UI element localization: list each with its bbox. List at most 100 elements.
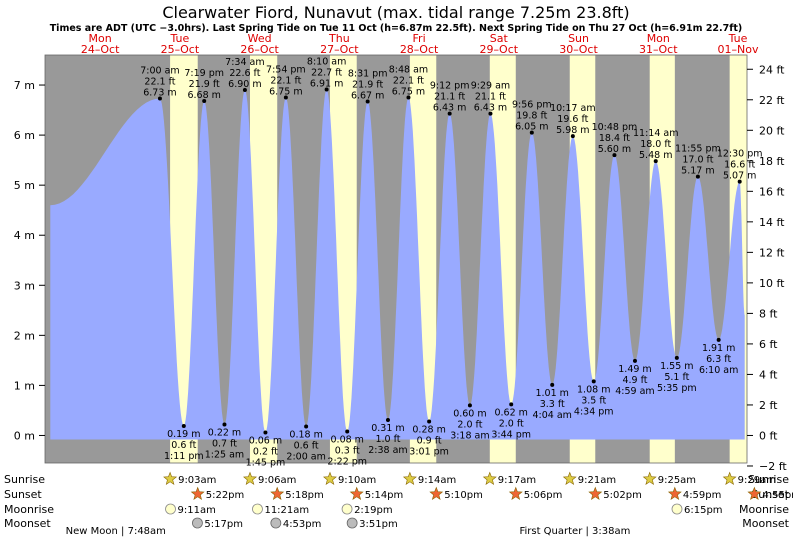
chart-subtitle: Times are ADT (UTC −3.0hrs). Last Spring… bbox=[50, 23, 743, 34]
tide-time: 1:25 am bbox=[205, 449, 244, 460]
tide-height-ft: 0.6 ft bbox=[171, 440, 196, 451]
tide-height-ft: 2.0 ft bbox=[499, 418, 524, 429]
tide-curve bbox=[50, 89, 745, 440]
day-of-week: Wed bbox=[248, 32, 272, 45]
tide-height-m: 6.68 m bbox=[187, 90, 220, 101]
tide-point bbox=[222, 422, 227, 427]
tide-height-ft: 22.7 ft bbox=[311, 68, 342, 79]
tide-point bbox=[488, 111, 493, 116]
sunrise-time: 9:14am bbox=[418, 475, 456, 486]
right-tick-label: 2 ft bbox=[759, 399, 778, 412]
right-tick-label: 22 ft bbox=[759, 94, 785, 107]
tide-height-ft: 18.0 ft bbox=[640, 139, 671, 150]
tide-height-ft: 18.4 ft bbox=[599, 133, 630, 144]
tide-height-m: 6.05 m bbox=[515, 122, 548, 133]
tide-time: 9:12 pm bbox=[430, 81, 470, 92]
sunset-icon bbox=[429, 486, 444, 500]
sunrise-time: 9:10am bbox=[338, 475, 376, 486]
tide-height-ft: 0.9 ft bbox=[417, 435, 442, 446]
tide-area bbox=[50, 89, 745, 440]
row-label-left: Moonset bbox=[4, 517, 51, 530]
tide-point bbox=[345, 429, 350, 434]
sunrise-time: 9:25am bbox=[658, 475, 696, 486]
left-tick-label: 6 m bbox=[14, 129, 35, 142]
left-tick-label: 5 m bbox=[14, 179, 35, 192]
tide-height-m: 1.91 m bbox=[702, 343, 735, 354]
tide-height-m: 1.49 m bbox=[618, 364, 651, 375]
left-tick-label: 0 m bbox=[14, 429, 35, 442]
sunset-time: 5:18pm bbox=[285, 490, 324, 501]
tide-point bbox=[674, 355, 679, 360]
tide-point bbox=[157, 96, 162, 101]
tide-height-ft: 6.3 ft bbox=[706, 354, 731, 365]
day-date: 29–Oct bbox=[480, 43, 519, 56]
sunset-time: 5:02pm bbox=[603, 490, 642, 501]
moonset-icon bbox=[192, 517, 203, 529]
row-label-left: Moonrise bbox=[4, 503, 54, 516]
tide-height-m: 5.48 m bbox=[639, 150, 672, 161]
tide-point bbox=[550, 382, 555, 387]
tide-height-m: 0.06 m bbox=[249, 435, 282, 446]
tide-time: 12:30 pm bbox=[717, 149, 763, 160]
day-date: 30–Oct bbox=[559, 43, 598, 56]
right-tick-label: 20 ft bbox=[759, 124, 785, 137]
tide-time: 10:48 pm bbox=[592, 122, 638, 133]
row-label-right: Sunrise bbox=[748, 473, 789, 486]
row-label-right: Sunset bbox=[751, 488, 789, 501]
tide-time: 11:55 pm bbox=[675, 144, 721, 155]
sunrise-time: 9:21am bbox=[578, 475, 616, 486]
day-of-week: Sun bbox=[568, 32, 589, 45]
tide-height-m: 5.07 m bbox=[723, 171, 756, 182]
tide-point bbox=[202, 99, 207, 104]
moonset-time: 4:53pm bbox=[283, 519, 322, 530]
tide-height-ft: 21.1 ft bbox=[475, 92, 506, 103]
tide-point bbox=[242, 88, 247, 93]
tide-height-m: 6.43 m bbox=[474, 103, 507, 114]
tide-height-ft: 19.8 ft bbox=[516, 111, 547, 122]
sunset-icon bbox=[667, 486, 682, 500]
sunset-time: 5:22pm bbox=[206, 490, 245, 501]
tide-time: 7:19 pm bbox=[184, 68, 224, 79]
tide-time: 7:34 am bbox=[225, 57, 264, 68]
left-tick-label: 3 m bbox=[14, 279, 35, 292]
tide-point bbox=[716, 337, 721, 342]
tide-point bbox=[467, 403, 472, 408]
tide-point bbox=[591, 379, 596, 384]
day-date: 28–Oct bbox=[400, 43, 439, 56]
tide-height-m: 1.01 m bbox=[535, 388, 568, 399]
tide-height-ft: 22.1 ft bbox=[393, 76, 424, 87]
sunrise-icon bbox=[562, 471, 577, 485]
tide-point bbox=[385, 417, 390, 422]
tide-time: 2:22 pm bbox=[327, 456, 367, 467]
tide-height-m: 0.60 m bbox=[453, 408, 486, 419]
tide-point bbox=[181, 423, 186, 428]
axis-frame bbox=[44, 54, 748, 464]
moonrise-time: 6:15pm bbox=[684, 505, 723, 516]
sunrise-time: 9:06am bbox=[258, 475, 296, 486]
moonset-icon bbox=[346, 517, 358, 529]
row-label-left: Sunset bbox=[4, 488, 42, 501]
tide-point bbox=[570, 134, 575, 139]
day-of-week: Mon bbox=[647, 32, 670, 45]
tide-height-ft: 21.9 ft bbox=[189, 79, 220, 90]
tide-height-ft: 3.5 ft bbox=[581, 395, 606, 406]
sunrise-icon bbox=[163, 471, 178, 485]
sunrise-icon bbox=[722, 471, 737, 485]
tide-height-ft: 21.1 ft bbox=[434, 92, 465, 103]
moonset-time: 3:51pm bbox=[359, 519, 398, 530]
sunrise-icon bbox=[402, 471, 417, 485]
tide-point bbox=[283, 95, 288, 100]
tide-time: 4:04 am bbox=[532, 410, 571, 421]
moonrise-icon bbox=[252, 503, 263, 515]
left-axis: 0 m 1 m 2 m 3 m 4 m 5 m 6 m 7 m bbox=[14, 79, 45, 442]
tide-height-ft: 0.3 ft bbox=[335, 445, 360, 456]
tide-height-m: 0.08 m bbox=[331, 434, 364, 445]
tide-time: 9:29 am bbox=[471, 81, 510, 92]
tide-height-ft: 1.0 ft bbox=[375, 434, 400, 445]
sunset-icon bbox=[190, 486, 205, 500]
moon-phase-labels: New Moon | 7:48am First Quarter | 3:38am bbox=[66, 526, 631, 537]
moonrise-time: 2:19pm bbox=[354, 505, 393, 516]
tide-height-ft: 19.6 ft bbox=[557, 114, 588, 125]
day-of-week: Mon bbox=[89, 32, 112, 45]
tide-time: 11:14 am bbox=[633, 128, 678, 139]
